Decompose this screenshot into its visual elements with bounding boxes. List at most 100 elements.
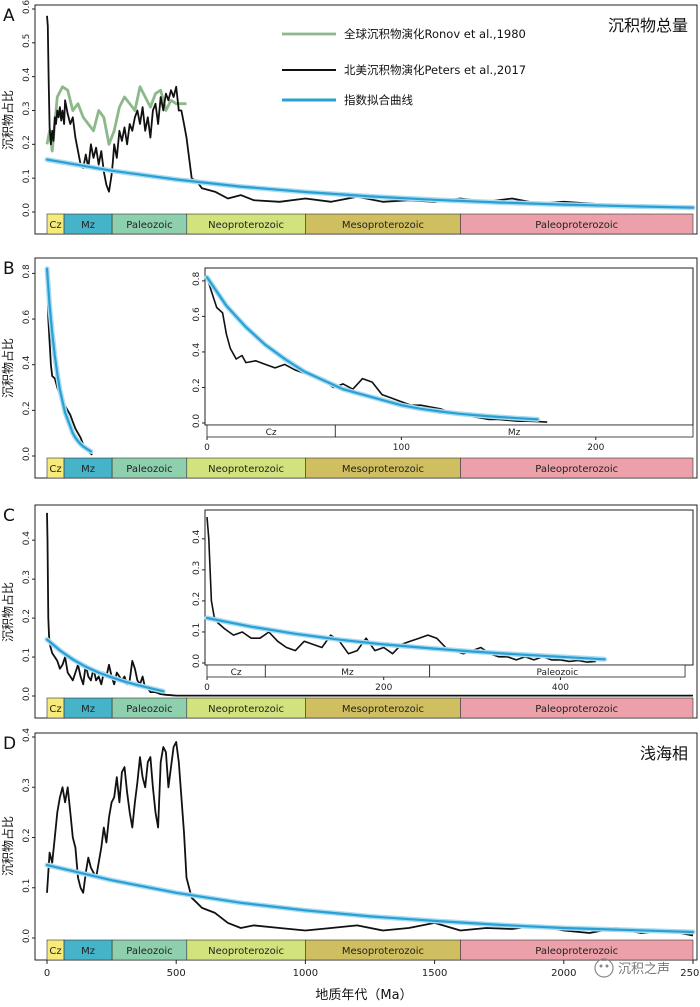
era-box <box>460 213 694 235</box>
era-label: Mesoproterozoic <box>342 220 424 231</box>
x-tick-label: 0 <box>44 968 50 979</box>
y-tick-label: 0.0 <box>22 687 32 702</box>
watermark-icon-dot <box>599 964 603 968</box>
inset-era-label: Mz <box>341 668 354 678</box>
era-label: Mesoproterozoic <box>342 464 424 475</box>
era-label: Neoproterozoic <box>208 704 284 715</box>
era-label: Neoproterozoic <box>208 946 284 957</box>
panel-title: 沉积物总量 <box>608 16 688 35</box>
era-label: Cz <box>49 704 61 715</box>
panel-d: D 浅海相 0.0 0.1 0.2 0.3 0.4 Cz Mz Paleozoic Neoprote… <box>3 728 698 961</box>
inset-y-tick-label: 0.1 <box>192 623 202 637</box>
era-label: Cz <box>49 220 61 231</box>
watermark-text: 沉积之声 <box>618 962 670 977</box>
x-tick-label: 500 <box>167 968 186 979</box>
inset-x-tick-label: 200 <box>375 683 392 693</box>
y-tick-label: 0.2 <box>22 401 32 415</box>
era-bar: Cz Mz Paleozoic Neoproterozoic Mesoproterozo… <box>46 939 694 961</box>
panel-label: C <box>3 506 15 526</box>
inset-y-tick-label: 0.4 <box>192 343 202 358</box>
inset-y-tick-label: 0.0 <box>192 414 202 429</box>
inset-era-label: Paleozoic <box>536 668 578 678</box>
panel-a: A 沉积物总量 0.0 0.1 0.2 0.3 0.4 0.5 0.6 Cz Mz Paleozoic… <box>3 0 698 235</box>
era-label: Mz <box>81 704 95 715</box>
fit-curve <box>45 158 695 209</box>
y-tick-label: 0.1 <box>22 169 32 183</box>
inset-x-tick-label: 100 <box>393 443 410 453</box>
data-line <box>46 741 694 937</box>
inset-fit-curve <box>205 616 606 661</box>
era-label: Neoproterozoic <box>208 220 284 231</box>
x-tick-label: 2000 <box>551 968 576 979</box>
inset-era-box <box>334 424 694 438</box>
era-label: Mz <box>81 464 95 475</box>
y-axis-title: 沉积物占比 <box>0 816 15 876</box>
fit-curve-halo <box>44 157 696 211</box>
inset-x-tick-label: 0 <box>204 443 210 453</box>
inset-x-tick-label: 0 <box>204 683 210 693</box>
inset-era-label: Cz <box>266 428 277 438</box>
inset-data-line <box>206 277 548 423</box>
era-label: Cz <box>49 946 61 957</box>
y-tick-label: 0.4 <box>22 531 32 546</box>
legend-label: 北美沉积物演化Peters et al.,2017 <box>344 63 526 77</box>
fit-curve-halo <box>44 637 166 694</box>
era-label: Paleoproterozoic <box>535 946 618 957</box>
era-bar: Cz Mz Paleozoic Neoproterozoic Mesoproterozo… <box>46 213 694 235</box>
y-tick-label: 0.3 <box>22 778 32 792</box>
inset-y-tick-label: 0.8 <box>192 271 202 286</box>
panel-c: C非海相0.00.10.20.30.4CzMzPaleozoicNeoprote… <box>3 504 698 719</box>
era-label: Paleoproterozoic <box>535 220 618 231</box>
y-tick-label: 0.3 <box>22 570 32 584</box>
era-box <box>460 939 694 961</box>
inset-y-tick-label: 0.2 <box>192 592 202 606</box>
y-axis-title: 沉积物占比 <box>0 90 15 150</box>
era-label: Paleozoic <box>126 464 172 475</box>
inset-frame <box>204 267 694 426</box>
legend-label: 指数拟合曲线 <box>344 93 413 107</box>
y-tick-label: 0.4 <box>22 355 32 370</box>
inset-x-tick-label: 400 <box>552 683 569 693</box>
era-label: Cz <box>49 464 61 475</box>
inset-x-tick-label: 200 <box>587 443 604 453</box>
era-bar: Cz Mz Paleozoic Neoproterozoic Mesoproterozo… <box>46 457 694 479</box>
watermark-icon <box>594 958 614 978</box>
y-tick-label: 0.1 <box>22 879 32 893</box>
inset-y-tick-label: 0.2 <box>192 378 202 392</box>
inset-y-tick-label: 0.3 <box>192 561 202 575</box>
panel-label: B <box>3 259 15 279</box>
inset-y-tick-label: 0.0 <box>192 654 202 669</box>
era-bar: Cz Mz Paleozoic Neoproterozoic Mesoproterozo… <box>46 697 694 719</box>
y-tick-label: 0.8 <box>22 264 32 279</box>
y-tick-label: 0.2 <box>22 609 32 623</box>
inset-era-box <box>429 664 686 678</box>
inset-era-label: Cz <box>231 668 242 678</box>
y-tick-label: 0.4 <box>22 728 32 743</box>
y-axis-title: 沉积物占比 <box>0 582 15 642</box>
inset-y-tick-label: 0.6 <box>192 307 202 322</box>
era-label: Mesoproterozoic <box>342 704 424 715</box>
x-tick-label: 2500 <box>680 968 700 979</box>
x-tick-label: 1000 <box>293 968 318 979</box>
era-label: Mz <box>81 946 95 957</box>
y-axis-title: 沉积物占比 <box>0 338 15 398</box>
watermark: 沉积之声 <box>594 958 670 978</box>
y-tick-label: 0.2 <box>22 828 32 842</box>
era-label: Paleoproterozoic <box>535 464 618 475</box>
y-tick-label: 0.6 <box>22 310 32 325</box>
inset-fit-curve <box>205 276 539 421</box>
y-tick-label: 0.0 <box>22 929 32 944</box>
era-box <box>460 697 694 719</box>
era-label: Mesoproterozoic <box>342 946 424 957</box>
inset-chart: 0.0 0.1 0.2 0.3 0.4 Cz Mz Paleozoic 0 200 400 <box>192 509 694 693</box>
inset-era-label: Mz <box>508 428 521 438</box>
inset-chart: 0.0 0.2 0.4 0.6 0.8 Cz Mz 0 100 200 <box>192 267 694 453</box>
y-tick-label: 0.0 <box>22 203 32 218</box>
fit-curve <box>45 267 92 453</box>
y-tick-label: 0.2 <box>22 135 32 149</box>
data-line <box>46 15 694 209</box>
panel-b: B深海相0.00.20.40.60.8CzMzPaleozoicNeoprote… <box>3 257 698 479</box>
panel-label: D <box>3 734 16 754</box>
era-box <box>460 457 694 479</box>
